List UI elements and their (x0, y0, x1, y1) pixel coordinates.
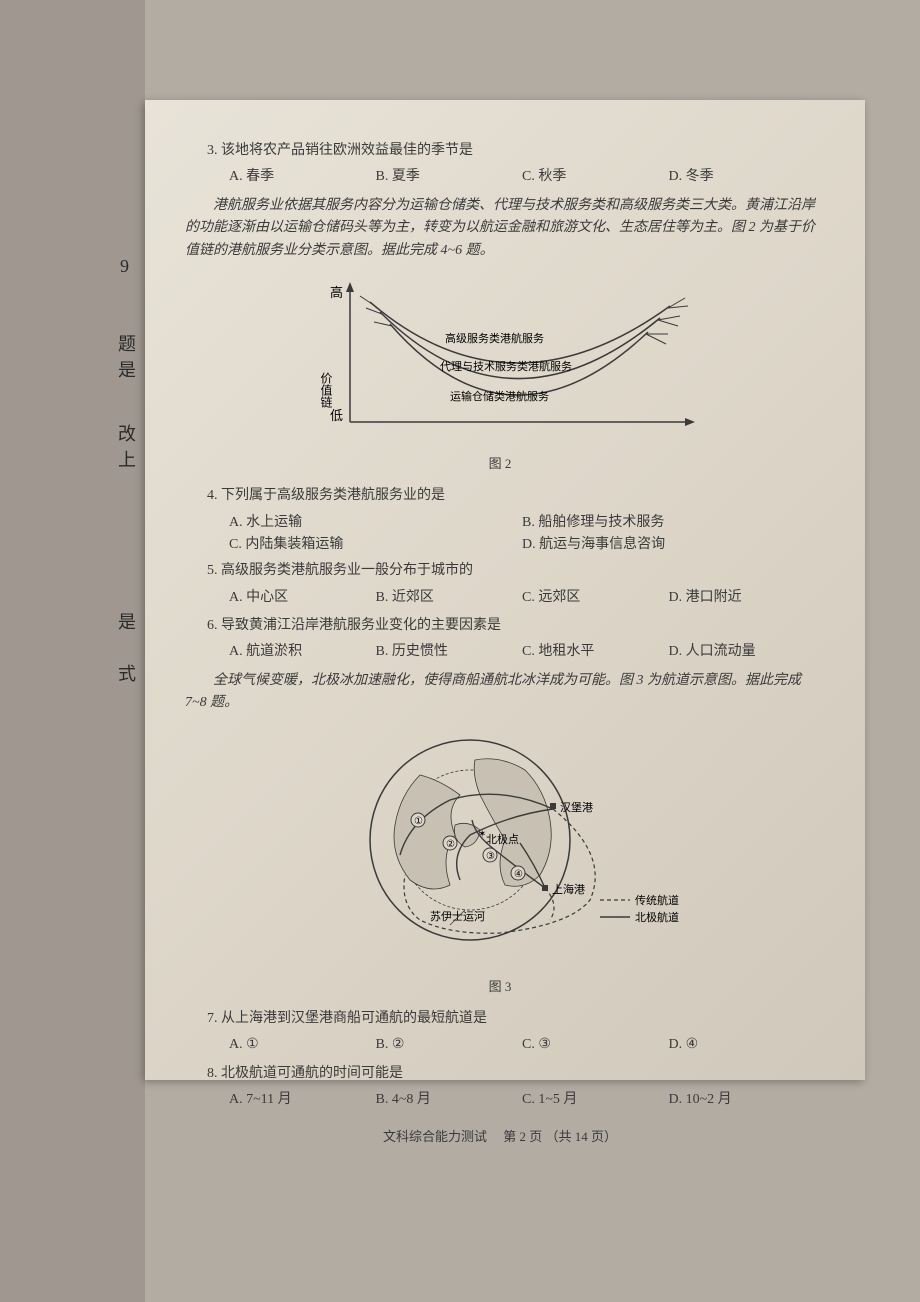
passage-2: 全球气候变暖，北极冰加速融化，使得商船通航北冰洋成为可能。图 3 为航道示意图。… (185, 670, 815, 715)
page-left-margin: 9 题 是 改 上 是 式 (0, 0, 145, 1302)
q8-opt-b: B. 4~8 月 (376, 1089, 523, 1111)
edge-char: 式 (118, 660, 136, 686)
footer-right: 第 2 页 （共 14 页） (503, 1129, 617, 1144)
q4-stem: 4. 下列属于高级服务类港航服务业的是 (185, 485, 815, 507)
edge-char: 题 (118, 330, 136, 356)
q5-opt-b: B. 近郊区 (376, 587, 523, 609)
q4-opt-d: D. 航运与海事信息咨询 (522, 534, 815, 556)
q3-opt-c: C. 秋季 (522, 166, 669, 188)
fig3-route-4: ④ (514, 869, 523, 880)
q4-opt-a: A. 水上运输 (229, 512, 522, 534)
q7-opt-d: D. ④ (669, 1034, 816, 1056)
page-footer: 文科综合能力测试 第 2 页 （共 14 页） (185, 1127, 815, 1148)
edge-char: 是 (118, 356, 136, 382)
q6-stem: 6. 导致黄浦江沿岸港航服务业变化的主要因素是 (185, 615, 815, 637)
q6-opt-d: D. 人口流动量 (669, 641, 816, 663)
edge-char: 9 (120, 256, 129, 277)
passage-1: 港航服务业依据其服务内容分为运输仓储类、代理与技术服务类和高级服务类三大类。黄浦… (185, 195, 815, 262)
fig3-pole: 北极点 (486, 832, 519, 846)
q4-options: A. 水上运输 B. 船舶修理与技术服务 C. 内陆集装箱运输 D. 航运与海事… (185, 512, 815, 557)
q6-opt-b: B. 历史惯性 (376, 641, 523, 663)
fig3-route-3: ③ (486, 851, 495, 862)
q7-opt-a: A. ① (229, 1034, 376, 1056)
q6-opt-a: A. 航道淤积 (229, 641, 376, 663)
fig2-curve-mid: 代理与技术服务类港航服务 (440, 359, 572, 373)
figure-3-label: 图 3 (185, 977, 815, 998)
fig3-legend-trad: 传统航道 (635, 893, 679, 907)
q3-opt-d: D. 冬季 (669, 166, 816, 188)
q3-options: A. 春季 B. 夏季 C. 秋季 D. 冬季 (185, 166, 815, 188)
fig3-suez: 苏伊士运河 (430, 910, 485, 923)
fig2-y-high: 高 (330, 285, 343, 300)
fig3-shanghai: 上海港 (552, 882, 585, 896)
edge-char: 是 (118, 608, 136, 634)
fig3-legend-arctic: 北极航道 (635, 910, 679, 924)
q3-opt-a: A. 春季 (229, 166, 376, 188)
q7-options: A. ① B. ② C. ③ D. ④ (185, 1034, 815, 1056)
q8-opt-c: C. 1~5 月 (522, 1089, 669, 1111)
q8-stem: 8. 北极航道可通航的时间可能是 (185, 1063, 815, 1085)
fig3-route-1: ① (414, 816, 423, 827)
fig2-y-low: 低 (330, 408, 343, 423)
q3-opt-b: B. 夏季 (376, 166, 523, 188)
q5-options: A. 中心区 B. 近郊区 C. 远郊区 D. 港口附近 (185, 587, 815, 609)
footer-left: 文科综合能力测试 (383, 1129, 487, 1144)
fig3-hamburg: 汉堡港 (560, 800, 593, 814)
fig2-y-axis: 价值链 (319, 372, 333, 408)
q5-stem: 5. 高级服务类港航服务业一般分布于城市的 (185, 560, 815, 582)
figure-2: 高 低 价值链 高级服务类港航服务 代理与技术服务类港航服务 运输仓储类港航服务… (185, 272, 815, 475)
q6-options: A. 航道淤积 B. 历史惯性 C. 地租水平 D. 人口流动量 (185, 641, 815, 663)
q3-stem: 3. 该地将农产品销往欧洲效益最佳的季节是 (185, 140, 815, 162)
q5-opt-c: C. 远郊区 (522, 587, 669, 609)
fig3-route-2: ② (446, 839, 455, 850)
q7-opt-b: B. ② (376, 1034, 523, 1056)
q5-opt-a: A. 中心区 (229, 587, 376, 609)
q8-opt-d: D. 10~2 月 (669, 1089, 816, 1111)
q8-options: A. 7~11 月 B. 4~8 月 C. 1~5 月 D. 10~2 月 (185, 1089, 815, 1111)
fig2-curve-bot: 运输仓储类港航服务 (450, 389, 549, 403)
edge-char: 改 (118, 420, 136, 446)
figure-2-label: 图 2 (185, 454, 815, 475)
q7-opt-c: C. ③ (522, 1034, 669, 1056)
q7-stem: 7. 从上海港到汉堡港商船可通航的最短航道是 (185, 1008, 815, 1030)
q5-opt-d: D. 港口附近 (669, 587, 816, 609)
exam-page: 3. 该地将农产品销往欧洲效益最佳的季节是 A. 春季 B. 夏季 C. 秋季 … (145, 100, 865, 1080)
q8-opt-a: A. 7~11 月 (229, 1089, 376, 1111)
fig2-curve-top: 高级服务类港航服务 (445, 331, 544, 345)
edge-char: 上 (118, 446, 136, 472)
figure-3: ✶ 北极点 汉堡港 上海港 苏伊士运河 ① ② ③ (185, 725, 815, 998)
q4-opt-c: C. 内陆集装箱运输 (229, 534, 522, 556)
q4-opt-b: B. 船舶修理与技术服务 (522, 512, 815, 534)
q6-opt-c: C. 地租水平 (522, 641, 669, 663)
